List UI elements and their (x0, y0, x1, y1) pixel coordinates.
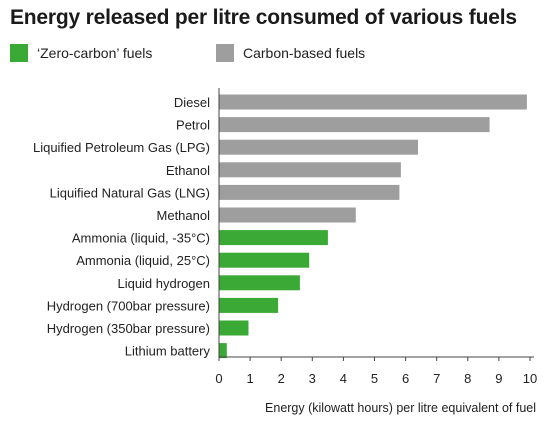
legend-item-carbon-based: Carbon-based fuels (216, 43, 365, 63)
category-label-hydrogen-700bar-pressure: Hydrogen (700bar pressure) (47, 298, 210, 313)
category-label-ethanol: Ethanol (166, 163, 210, 178)
legend-label-carbon-based: Carbon-based fuels (243, 45, 366, 61)
x-axis-title: Energy (kilowatt hours) per litre equiva… (265, 401, 536, 415)
bar-liquified-natural-gas-lng (219, 184, 400, 200)
x-tick-label-8: 8 (464, 371, 471, 386)
bar-lithium-battery (219, 343, 227, 359)
bar-ethanol (219, 162, 401, 178)
bar-diesel (219, 94, 527, 110)
legend-label-zero-carbon: ‘Zero-carbon’ fuels (37, 45, 153, 61)
x-tick-label-3: 3 (309, 371, 316, 386)
legend-item-zero-carbon: ‘Zero-carbon’ fuels (10, 43, 152, 63)
legend-swatch-zero-carbon (10, 44, 28, 62)
legend-swatch-carbon-based (216, 44, 234, 62)
category-label-ammonia-liquid-35-c: Ammonia (liquid, -35°C) (72, 231, 210, 246)
category-label-liquid-hydrogen: Liquid hydrogen (117, 276, 210, 291)
x-tick-label-6: 6 (402, 371, 409, 386)
category-label-methanol: Methanol (157, 208, 211, 223)
category-label-diesel: Diesel (174, 95, 210, 110)
chart-title: Energy released per litre consumed of va… (10, 6, 517, 29)
bar-petrol (219, 117, 490, 133)
category-label-liquified-petroleum-gas-lpg: Liquified Petroleum Gas (LPG) (33, 140, 210, 155)
bar-hydrogen-700bar-pressure (219, 297, 279, 313)
bar-methanol (219, 207, 356, 223)
x-tick-label-1: 1 (246, 371, 253, 386)
x-tick-label-4: 4 (340, 371, 347, 386)
bar-ammonia-liquid-25-c (219, 252, 310, 268)
x-tick-label-9: 9 (495, 371, 502, 386)
category-label-petrol: Petrol (176, 118, 210, 133)
x-tick-label-2: 2 (278, 371, 285, 386)
bar-hydrogen-350bar-pressure (219, 320, 249, 336)
bar-ammonia-liquid-35-c (219, 230, 328, 246)
category-label-lithium-battery: Lithium battery (125, 344, 211, 359)
x-tick-label-5: 5 (371, 371, 378, 386)
category-label-liquified-natural-gas-lng: Liquified Natural Gas (LNG) (50, 185, 210, 200)
x-tick-label-10: 10 (523, 371, 537, 386)
x-tick-label-0: 0 (215, 371, 222, 386)
x-tick-label-7: 7 (433, 371, 440, 386)
bar-liquified-petroleum-gas-lpg (219, 139, 418, 155)
bar-liquid-hydrogen (219, 275, 300, 291)
category-label-hydrogen-350bar-pressure: Hydrogen (350bar pressure) (47, 321, 210, 336)
category-label-ammonia-liquid-25-c: Ammonia (liquid, 25°C) (76, 253, 210, 268)
